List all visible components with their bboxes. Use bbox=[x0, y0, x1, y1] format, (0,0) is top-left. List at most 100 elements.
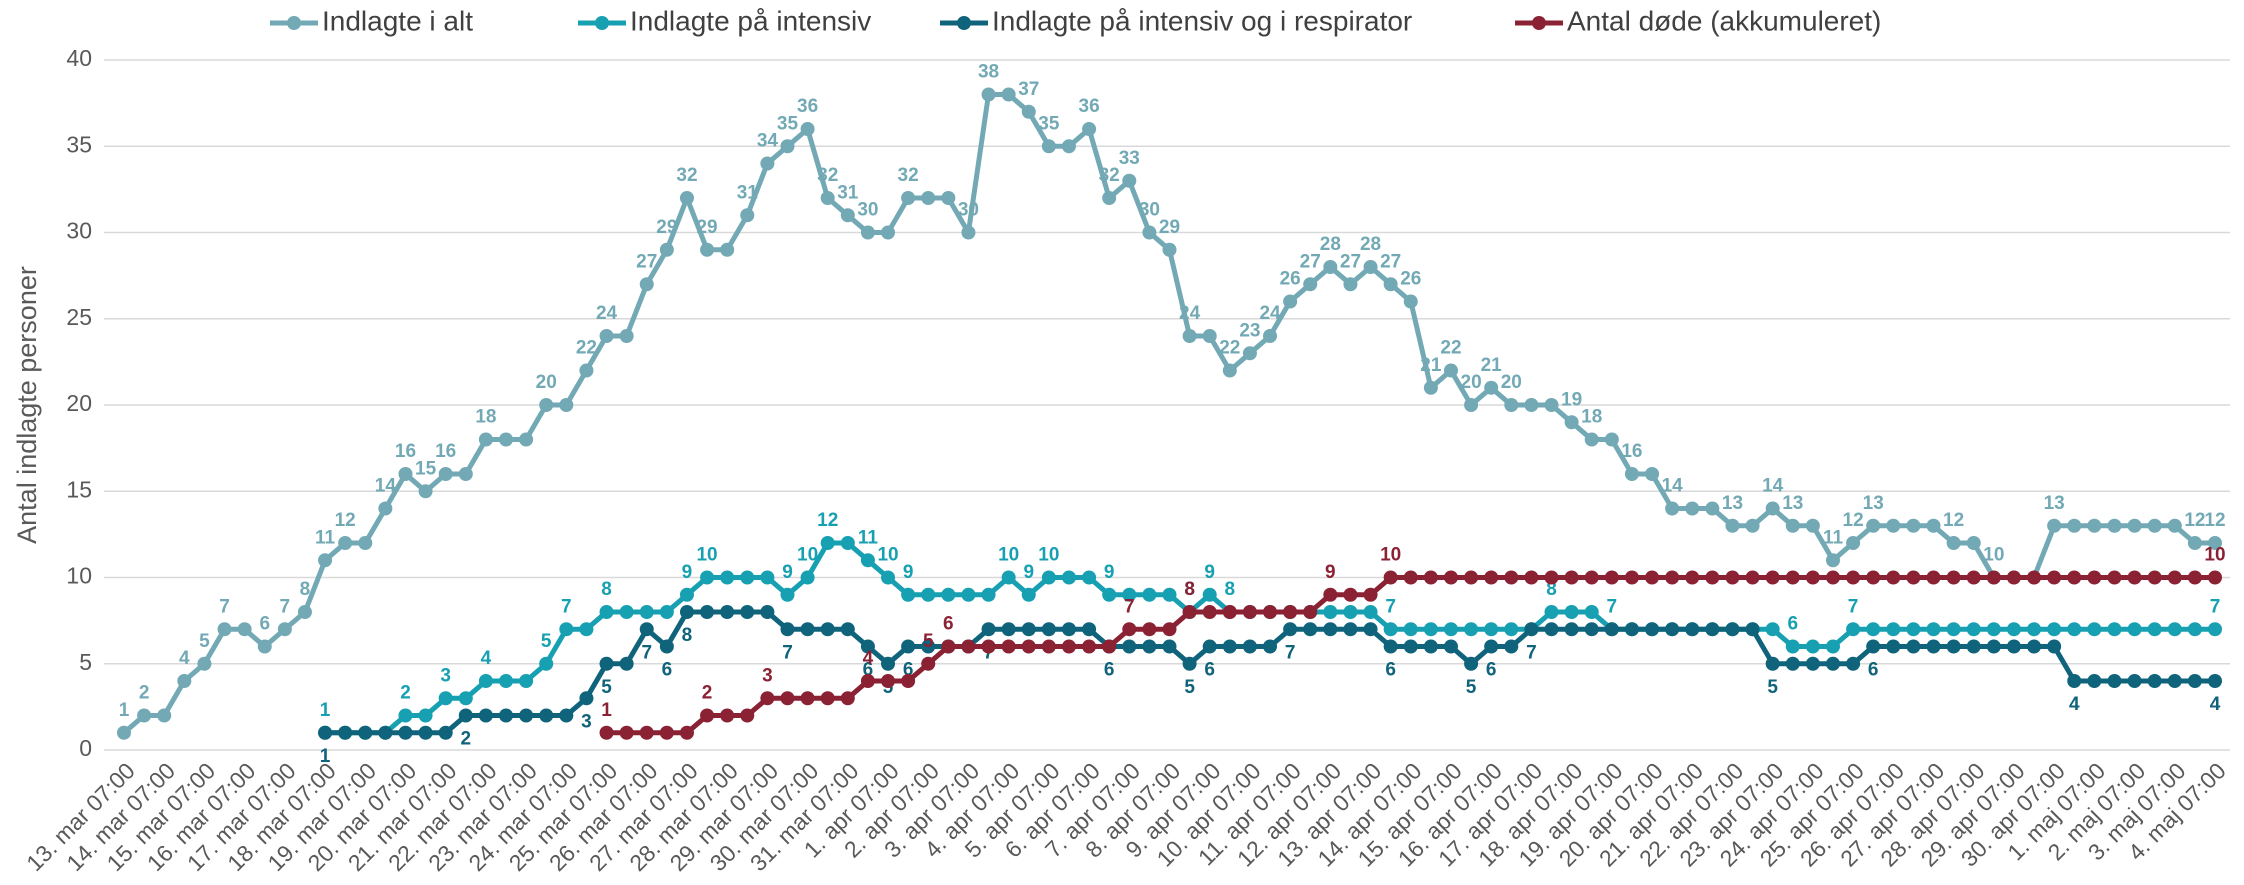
data-point bbox=[1122, 639, 1137, 654]
data-point bbox=[1946, 536, 1961, 550]
data-label: 21 bbox=[1420, 355, 1442, 376]
data-label: 35 bbox=[1038, 113, 1060, 134]
data-label: 30 bbox=[857, 200, 878, 221]
data-point bbox=[2027, 622, 2042, 637]
data-label: 7 bbox=[1124, 596, 1135, 617]
data-point bbox=[679, 191, 694, 205]
data-point bbox=[1564, 605, 1579, 619]
data-label: 4 bbox=[481, 648, 492, 669]
data-point bbox=[2147, 570, 2162, 585]
data-point bbox=[398, 725, 413, 740]
data-point bbox=[760, 156, 775, 171]
data-label: 10 bbox=[2204, 545, 2225, 566]
data-label: 27 bbox=[1300, 251, 1321, 272]
data-point bbox=[2067, 622, 2082, 637]
data-point bbox=[398, 467, 413, 481]
y-tick-label: 0 bbox=[79, 735, 92, 761]
data-point bbox=[2127, 518, 2142, 533]
data-point bbox=[860, 225, 875, 240]
data-point bbox=[1705, 622, 1720, 637]
data-point bbox=[840, 536, 855, 550]
data-point bbox=[478, 674, 493, 688]
data-label: 18 bbox=[1581, 407, 1602, 428]
data-point bbox=[860, 674, 875, 688]
data-label: 32 bbox=[817, 165, 838, 186]
data-label: 8 bbox=[601, 579, 612, 600]
data-point bbox=[1725, 518, 1740, 533]
data-point bbox=[1001, 87, 1016, 102]
data-point bbox=[1021, 639, 1036, 654]
data-label: 5 bbox=[541, 631, 552, 652]
data-point bbox=[438, 725, 453, 740]
data-point bbox=[1182, 329, 1197, 343]
y-tick-label: 25 bbox=[66, 304, 92, 330]
data-point bbox=[619, 329, 634, 343]
data-point bbox=[1162, 587, 1177, 602]
data-point bbox=[2107, 518, 2122, 533]
data-label: 28 bbox=[1320, 234, 1341, 255]
data-point bbox=[639, 622, 654, 637]
data-point bbox=[559, 622, 574, 637]
data-point bbox=[1082, 570, 1097, 585]
legend-label: Indlagte i alt bbox=[322, 5, 473, 36]
data-point bbox=[358, 725, 373, 740]
data-label: 30 bbox=[958, 200, 979, 221]
data-point bbox=[639, 725, 654, 740]
data-point bbox=[780, 587, 795, 602]
data-point bbox=[1785, 656, 1800, 671]
data-label: 9 bbox=[1023, 562, 1034, 583]
data-point bbox=[2127, 622, 2142, 637]
data-point bbox=[1805, 656, 1820, 671]
data-label: 9 bbox=[1325, 562, 1336, 583]
data-point bbox=[860, 553, 875, 568]
data-point bbox=[1443, 622, 1458, 637]
data-point bbox=[519, 708, 534, 723]
data-point bbox=[800, 691, 815, 706]
series-line bbox=[606, 575, 2215, 736]
data-point bbox=[1263, 605, 1278, 619]
data-label: 31 bbox=[737, 182, 759, 203]
data-point bbox=[2208, 570, 2222, 585]
data-label: 7 bbox=[782, 642, 793, 663]
data-point bbox=[277, 622, 292, 637]
data-label: 22 bbox=[576, 338, 597, 359]
data-label: 5 bbox=[1184, 677, 1195, 698]
data-point bbox=[1825, 639, 1840, 654]
data-point bbox=[1443, 639, 1458, 654]
data-point bbox=[1544, 570, 1559, 585]
data-label: 7 bbox=[1285, 642, 1296, 663]
data-point bbox=[1785, 570, 1800, 585]
data-label: 2 bbox=[702, 683, 713, 704]
data-point bbox=[1443, 570, 1458, 585]
legend-label: Antal døde (akkumuleret) bbox=[1567, 5, 1881, 36]
data-point bbox=[2167, 674, 2182, 688]
data-point bbox=[639, 605, 654, 619]
data-point bbox=[1805, 570, 1820, 585]
data-point bbox=[1242, 605, 1257, 619]
data-point bbox=[1604, 570, 1619, 585]
data-point bbox=[1906, 622, 1921, 637]
data-point bbox=[760, 605, 775, 619]
data-label: 12 bbox=[1943, 510, 1964, 531]
data-point bbox=[1222, 639, 1237, 654]
data-point bbox=[418, 725, 433, 740]
data-point bbox=[1805, 518, 1820, 533]
data-point bbox=[1825, 570, 1840, 585]
data-label: 11 bbox=[315, 527, 336, 548]
data-label: 35 bbox=[777, 113, 799, 134]
data-point bbox=[1041, 639, 1056, 654]
data-point bbox=[840, 691, 855, 706]
data-point bbox=[2047, 639, 2062, 654]
data-point bbox=[1323, 605, 1338, 619]
data-point bbox=[2087, 674, 2102, 688]
data-point bbox=[1946, 570, 1961, 585]
data-point bbox=[1142, 622, 1157, 637]
data-point bbox=[2087, 518, 2102, 533]
data-label: 12 bbox=[2204, 510, 2225, 531]
data-label: 2 bbox=[400, 683, 411, 704]
data-label: 9 bbox=[903, 562, 914, 583]
data-label: 6 bbox=[863, 660, 874, 681]
data-point bbox=[2047, 518, 2062, 533]
data-point bbox=[478, 432, 493, 447]
data-point bbox=[1303, 277, 1318, 292]
